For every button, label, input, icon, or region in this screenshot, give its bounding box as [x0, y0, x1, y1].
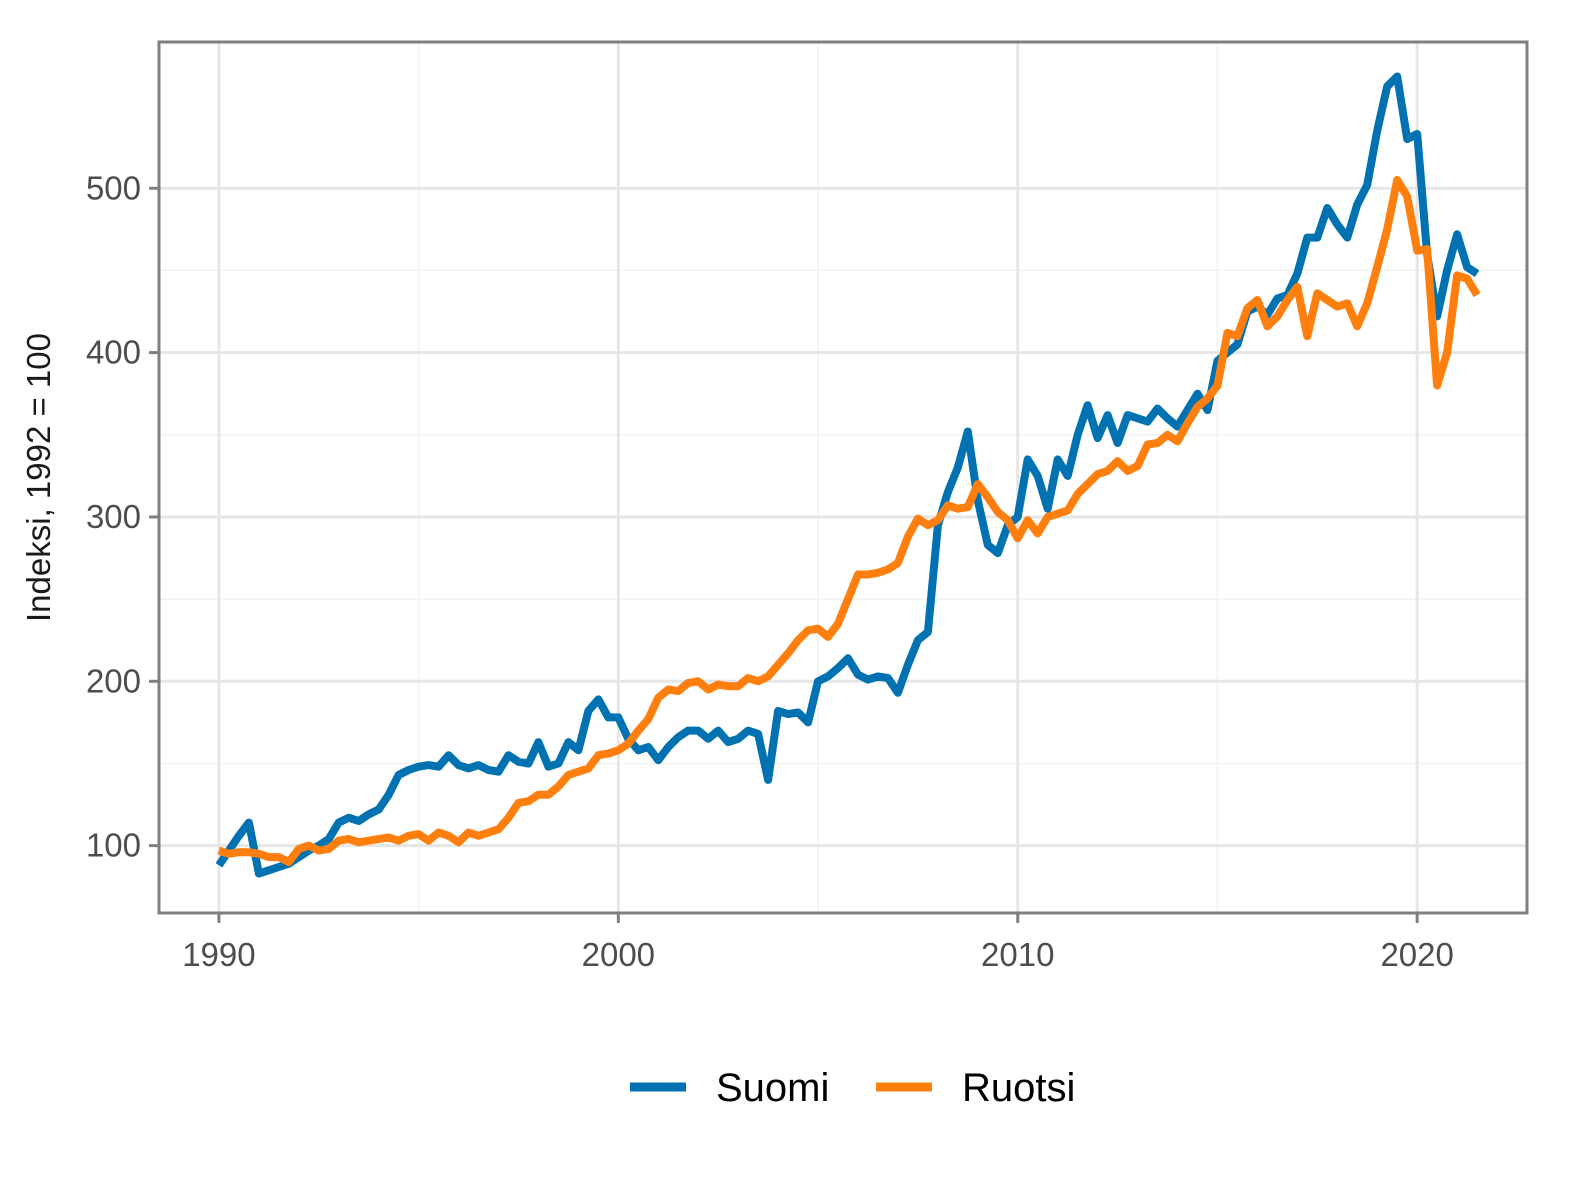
legend-label-ruotsi: Ruotsi	[962, 1066, 1075, 1110]
x-tick-label: 1990	[182, 936, 255, 973]
x-tick-label: 2000	[582, 936, 655, 973]
y-tick-label: 300	[86, 498, 141, 535]
axis-ticks: 100 200 300 400 500 1990 2000 2010 2020	[86, 169, 1454, 973]
legend: Suomi Ruotsi	[630, 1066, 1075, 1110]
series-line-suomi	[215, 72, 1480, 878]
x-tick-label: 2020	[1380, 936, 1453, 973]
y-axis-title: Indeksi, 1992 = 100	[20, 333, 57, 622]
y-tick-label: 200	[86, 662, 141, 699]
plot-panel-border	[157, 40, 1529, 915]
y-tick-label: 100	[86, 827, 141, 864]
x-tick-label: 2010	[981, 936, 1054, 973]
legend-label-suomi: Suomi	[716, 1066, 829, 1110]
series-line-ruotsi	[217, 176, 1481, 867]
y-tick-label: 400	[86, 334, 141, 371]
series-lines	[215, 72, 1481, 878]
y-tick-label: 500	[86, 169, 141, 206]
gridlines	[159, 42, 1527, 913]
